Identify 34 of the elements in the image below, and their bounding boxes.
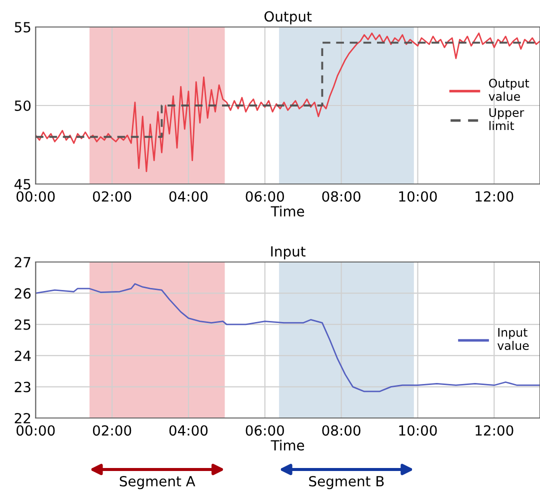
x-tick-label: 00:00 <box>16 425 55 436</box>
y-tick-label: 22 <box>14 412 30 424</box>
y-tick-label: 23 <box>14 382 30 392</box>
x-tick-label: 12:00 <box>476 425 514 436</box>
chart-title: Input <box>271 246 306 260</box>
line-series <box>36 32 540 172</box>
x-tick-label: 08:00 <box>322 191 360 202</box>
x-tick-label: 00:00 <box>16 191 55 202</box>
y-tick-label: 50 <box>14 100 31 111</box>
y-tick-label: 45 <box>14 179 30 190</box>
x-tick-label: 12:00 <box>476 191 514 202</box>
x-tick-label: 08:00 <box>322 425 360 436</box>
x-axis-title: Time <box>270 440 304 451</box>
y-tick-label: 27 <box>14 256 30 268</box>
text: Segment A <box>120 476 196 490</box>
legend-label: Upper limit <box>489 108 524 130</box>
y-tick-label: 25 <box>14 319 30 330</box>
x-tick-label: 06:00 <box>246 191 284 202</box>
x-tick-label: 10:00 <box>399 191 437 202</box>
legend-label: Output value <box>488 78 530 101</box>
x-tick-label: 04:00 <box>169 425 208 436</box>
legend-label: Input value <box>497 328 529 350</box>
x-tick-label: 02:00 <box>92 191 132 202</box>
text: Segment B <box>309 476 384 490</box>
line-series <box>36 283 540 392</box>
x-tick-label: 06:00 <box>246 425 284 436</box>
x-axis-title: Time <box>270 206 304 217</box>
chart-title: Output <box>264 11 312 24</box>
x-tick-label: 10:00 <box>399 425 437 436</box>
y-tick-label: 55 <box>14 22 30 32</box>
x-tick-label: 04:00 <box>169 191 208 202</box>
y-tick-label: 24 <box>14 350 31 361</box>
x-tick-label: 02:00 <box>92 425 132 436</box>
y-tick-label: 26 <box>14 288 31 299</box>
